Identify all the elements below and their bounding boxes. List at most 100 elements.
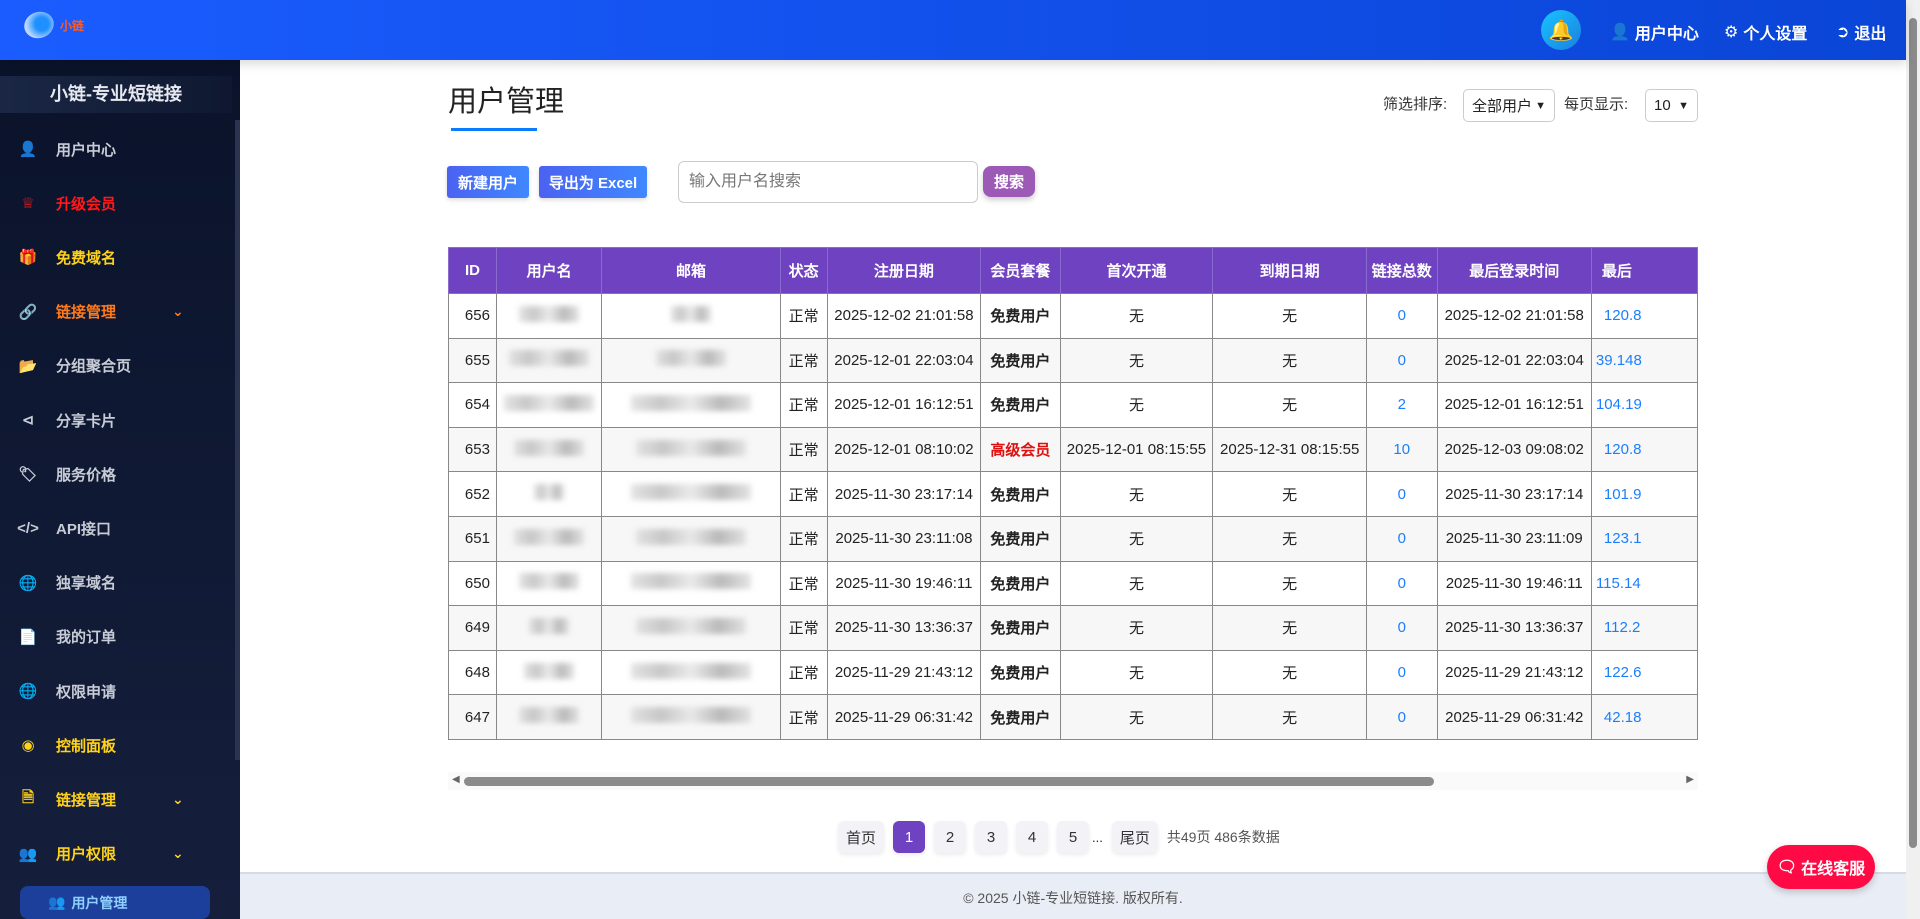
table-row[interactable]: 654 正常 2025-12-01 16:12:51 免费用户 无 无 2 20… bbox=[448, 382, 1698, 428]
cell-last-ip[interactable]: 42.18 bbox=[1590, 694, 1698, 740]
cell-last-ip[interactable]: 115.14 bbox=[1590, 560, 1698, 607]
cell-last-ip[interactable]: 104.19 bbox=[1590, 382, 1698, 428]
cell-plan: 免费用户 bbox=[980, 694, 1061, 740]
cell-plan: 免费用户 bbox=[980, 560, 1061, 607]
folder-open-icon: 📂 bbox=[18, 357, 38, 375]
sidebar-item[interactable]: </> API接口 bbox=[0, 508, 232, 548]
cell-id: 655 bbox=[448, 337, 497, 384]
cell-last-ip[interactable]: 39.148 bbox=[1590, 337, 1698, 384]
chevron-down-icon[interactable]: ⌄ bbox=[172, 303, 184, 320]
scrollbar-thumb[interactable] bbox=[464, 777, 1434, 786]
search-button[interactable]: 搜索 bbox=[983, 166, 1035, 197]
sidebar-item[interactable]: ◉ 控制面板 bbox=[0, 725, 232, 765]
table-row[interactable]: 649 正常 2025-11-30 13:36:37 免费用户 无 无 0 20… bbox=[448, 605, 1698, 651]
sidebar-item[interactable]: 📄 我的订单 bbox=[0, 617, 232, 657]
gift-icon: 🎁 bbox=[18, 249, 38, 267]
page-first-button[interactable]: 首页 bbox=[838, 821, 885, 853]
page-scrollbar[interactable] bbox=[1906, 0, 1920, 919]
users-icon: 👥 bbox=[48, 894, 66, 910]
sidebar-item[interactable]: 🔗 链接管理 ⌄ bbox=[0, 292, 232, 332]
cell-first-activation: 无 bbox=[1059, 694, 1214, 740]
cell-link-count[interactable]: 0 bbox=[1365, 560, 1438, 607]
table-row[interactable]: 648 正常 2025-11-29 21:43:12 免费用户 无 无 0 20… bbox=[448, 649, 1698, 696]
page-button[interactable]: 4 bbox=[1016, 821, 1049, 853]
nav-settings[interactable]: ⚙ 个人设置 bbox=[1724, 20, 1807, 44]
sidebar-item[interactable]: 📂 分组聚合页 bbox=[0, 346, 232, 386]
scroll-right-icon[interactable]: ▶ bbox=[1686, 774, 1694, 785]
cell-id: 652 bbox=[448, 471, 497, 517]
scroll-left-icon[interactable]: ◀ bbox=[452, 774, 460, 785]
filter-select[interactable]: 全部用户 ▼ bbox=[1463, 89, 1555, 122]
cell-expire-date: 无 bbox=[1212, 471, 1367, 517]
page-button[interactable]: 5 bbox=[1057, 821, 1090, 853]
nav-user-center[interactable]: 👤 用户中心 bbox=[1610, 20, 1699, 44]
cell-link-count[interactable]: 0 bbox=[1365, 649, 1438, 696]
cell-link-count[interactable]: 0 bbox=[1365, 694, 1438, 740]
cell-id: 654 bbox=[448, 382, 497, 428]
cell-expire-date: 无 bbox=[1212, 293, 1367, 339]
logo[interactable]: 小链 bbox=[20, 7, 84, 43]
chevron-down-icon[interactable]: ⌄ bbox=[172, 790, 184, 807]
cell-last-ip[interactable]: 112.2 bbox=[1590, 605, 1698, 651]
table-row[interactable]: 655 正常 2025-12-01 22:03:04 免费用户 无 无 0 20… bbox=[448, 337, 1698, 384]
sidebar-item-label: 独享域名 bbox=[56, 575, 117, 593]
page-button[interactable]: 1 bbox=[893, 821, 926, 853]
cell-last-ip[interactable]: 122.6 bbox=[1590, 649, 1698, 696]
online-support-button[interactable]: 🗨 在线客服 bbox=[1767, 845, 1875, 889]
sidebar-scrollbar[interactable] bbox=[235, 120, 240, 760]
cell-last-ip[interactable]: 120.8 bbox=[1590, 426, 1698, 473]
blurred-email bbox=[630, 707, 751, 724]
table-row[interactable]: 650 正常 2025-11-30 19:46:11 免费用户 无 无 0 20… bbox=[448, 560, 1698, 607]
cell-last-ip[interactable]: 101.9 bbox=[1590, 471, 1698, 517]
support-label: 在线客服 bbox=[1801, 861, 1866, 878]
cell-link-count[interactable]: 0 bbox=[1365, 337, 1438, 384]
sidebar-item[interactable]: 🗎 链接管理 ⌄ bbox=[0, 779, 232, 819]
cell-last-ip[interactable]: 123.1 bbox=[1590, 515, 1698, 562]
cell-link-count[interactable]: 10 bbox=[1365, 426, 1438, 473]
search-input[interactable] bbox=[678, 161, 978, 203]
cell-plan: 高级会员 bbox=[980, 426, 1061, 473]
sidebar-item[interactable]: 👥 用户权限 ⌄ bbox=[0, 834, 232, 874]
cell-link-count[interactable]: 2 bbox=[1365, 382, 1438, 428]
cell-email bbox=[601, 605, 781, 651]
cell-link-count[interactable]: 0 bbox=[1365, 605, 1438, 651]
cell-link-count[interactable]: 0 bbox=[1365, 515, 1438, 562]
sidebar-item[interactable]: 🎁 免费域名 bbox=[0, 237, 232, 277]
page-last-button[interactable]: 尾页 bbox=[1111, 821, 1158, 853]
cell-status: 正常 bbox=[779, 337, 828, 384]
sidebar-item-user-management[interactable]: 👥 用户管理 bbox=[20, 886, 210, 919]
nav-logout[interactable]: ➲ 退出 bbox=[1836, 20, 1886, 44]
table-row[interactable]: 652 正常 2025-11-30 23:17:14 免费用户 无 无 0 20… bbox=[448, 471, 1698, 517]
cell-plan: 免费用户 bbox=[980, 337, 1061, 384]
column-header: 状态 bbox=[779, 247, 828, 294]
page-button[interactable]: 3 bbox=[975, 821, 1008, 853]
sidebar-item[interactable]: ♕ 升级会员 bbox=[0, 183, 232, 223]
chevron-down-icon[interactable]: ⌄ bbox=[172, 845, 184, 862]
cell-link-count[interactable]: 0 bbox=[1365, 471, 1438, 517]
cell-link-count[interactable]: 0 bbox=[1365, 293, 1438, 339]
sidebar-item[interactable]: ⊲ 分享卡片 bbox=[0, 400, 232, 440]
horizontal-scrollbar[interactable]: ◀ ▶ bbox=[448, 772, 1698, 790]
page-button[interactable]: 2 bbox=[934, 821, 967, 853]
sidebar-item[interactable]: 🏷 服务价格 bbox=[0, 454, 232, 494]
cell-last-ip[interactable]: 120.8 bbox=[1590, 293, 1698, 339]
page-scrollbar-thumb[interactable] bbox=[1909, 18, 1917, 848]
export-excel-button[interactable]: 导出为 Excel bbox=[539, 166, 647, 198]
sidebar-item[interactable]: 🌐 独享域名 bbox=[0, 563, 232, 603]
table-row[interactable]: 651 正常 2025-11-30 23:11:08 免费用户 无 无 0 20… bbox=[448, 515, 1698, 562]
table-row[interactable]: 656 正常 2025-12-02 21:01:58 免费用户 无 无 0 20… bbox=[448, 293, 1698, 339]
cell-username bbox=[495, 426, 603, 473]
filter-value: 全部用户 bbox=[1472, 98, 1533, 115]
crown-icon: ♕ bbox=[21, 195, 35, 213]
new-user-button[interactable]: 新建用户 bbox=[447, 166, 529, 198]
per-page-select[interactable]: 10 ▼ bbox=[1645, 89, 1698, 122]
table-row[interactable]: 653 正常 2025-12-01 08:10:02 高级会员 2025-12-… bbox=[448, 426, 1698, 473]
blurred-username bbox=[534, 484, 565, 501]
footer-copyright: © 2025 小链-专业短链接. 版权所有. bbox=[963, 890, 1183, 906]
sidebar-item[interactable]: 🌐 权限申请 bbox=[0, 671, 232, 711]
cell-email bbox=[601, 649, 781, 696]
bell-icon[interactable]: 🔔 bbox=[1541, 10, 1581, 50]
sidebar-item[interactable]: 👤 用户中心 bbox=[0, 129, 232, 169]
cell-username bbox=[495, 382, 603, 428]
table-row[interactable]: 647 正常 2025-11-29 06:31:42 免费用户 无 无 0 20… bbox=[448, 694, 1698, 740]
